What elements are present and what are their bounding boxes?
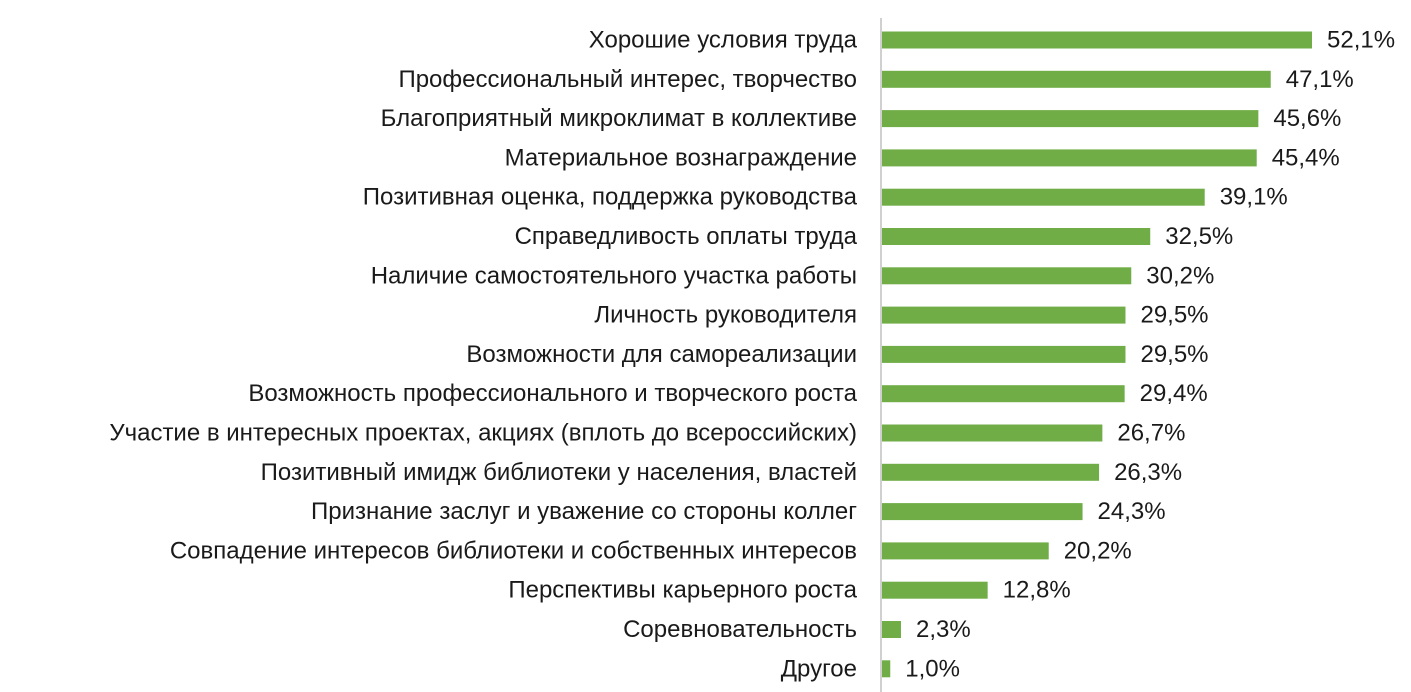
category-labels: Хорошие условия труда Профессиональный ин… [109,27,857,683]
category-label: Справедливость оплаты труда [515,223,858,250]
category-label: Перспективы карьерного роста [508,577,857,604]
category-label: Благоприятный микроклимат в коллективе [381,105,857,132]
category-label: Соревновательность [623,616,857,643]
bar [882,424,1103,442]
bar [882,228,1151,245]
bar [882,542,1049,560]
category-label: Профессиональный интерес, творчество [398,66,857,93]
data-label: 2,3% [916,616,971,643]
bar [882,581,988,599]
category-label: Участие в интересных проектах, акциях (в… [109,420,857,447]
category-label: Признание заслуг и уважение со стороны к… [311,498,857,525]
bar [882,31,1312,49]
bar [882,621,901,638]
data-label: 12,8% [1003,577,1071,604]
bar [882,385,1125,403]
data-label: 39,1% [1220,184,1288,211]
data-label: 1,0% [905,655,960,682]
bar [882,70,1271,88]
category-label: Личность руководителя [594,302,857,329]
bar [882,149,1257,167]
data-label: 26,7% [1117,420,1185,447]
category-label: Возможность профессионального и творческ… [248,380,857,407]
category-label: Материальное вознаграждение [505,144,857,171]
bar [882,188,1205,206]
category-label: Возможности для самореализации [466,341,857,368]
bar [882,267,1132,285]
category-label: Наличие самостоятельного участка работы [371,262,857,289]
bar [882,306,1126,324]
category-label: Хорошие условия труда [589,27,858,54]
data-label: 32,5% [1165,223,1233,250]
bar [882,660,891,678]
bar [882,345,1126,363]
data-label: 29,5% [1140,302,1208,329]
bar [882,463,1100,481]
data-label: 24,3% [1098,498,1166,525]
data-label: 29,5% [1140,341,1208,368]
data-label: 20,2% [1064,537,1132,564]
data-label: 45,6% [1273,105,1341,132]
bar [882,503,1083,521]
data-label: 26,3% [1114,459,1182,486]
category-label: Позитивный имидж библиотеки у населения,… [261,459,857,486]
bar [882,110,1259,128]
category-label: Совпадение интересов библиотеки и собств… [170,537,857,564]
category-label: Другое [781,655,857,682]
data-label: 30,2% [1146,262,1214,289]
data-label: 52,1% [1327,27,1395,54]
data-label: 45,4% [1272,144,1340,171]
data-label: 29,4% [1140,380,1208,407]
value-labels: 52,1% 47,1% 45,6% 45,4% 39,1% 32,5% 30,2% 29,5%… [905,27,1395,683]
data-label: 47,1% [1286,66,1354,93]
category-label: Позитивная оценка, поддержка руководства [363,184,858,211]
bars [882,31,1312,678]
